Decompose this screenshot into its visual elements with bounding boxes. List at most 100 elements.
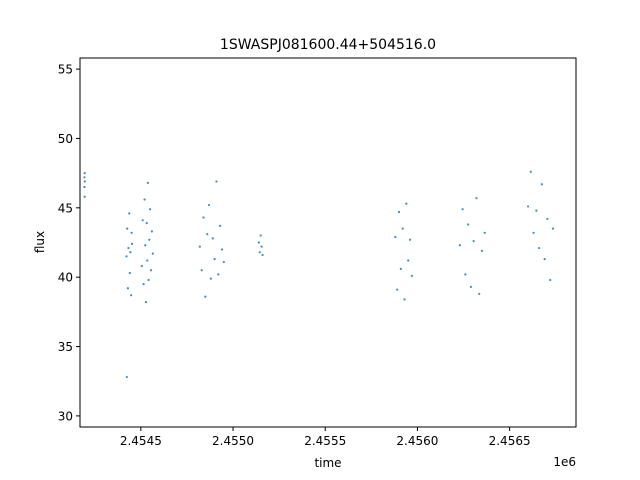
data-point — [128, 271, 131, 275]
data-point — [140, 264, 143, 268]
data-point — [83, 185, 86, 189]
y-tick-label: 30 — [58, 409, 73, 423]
data-point — [546, 217, 549, 221]
data-point — [397, 210, 401, 214]
data-point — [125, 255, 128, 258]
data-point — [211, 237, 214, 240]
y-tick-label: 55 — [58, 63, 73, 77]
data-point — [529, 170, 532, 173]
data-point — [396, 288, 399, 291]
x-tick-label: 2.4545 — [120, 434, 162, 448]
data-point — [151, 252, 154, 255]
data-point — [144, 244, 147, 247]
data-point — [83, 176, 86, 179]
data-point — [215, 180, 218, 183]
data-point — [198, 245, 201, 248]
data-point — [480, 249, 484, 252]
data-point — [130, 242, 134, 245]
data-point — [129, 251, 132, 254]
data-point — [217, 273, 220, 276]
data-point — [538, 246, 541, 250]
data-point — [407, 259, 410, 262]
data-point — [220, 248, 224, 251]
data-point — [83, 180, 86, 183]
data-point — [125, 375, 128, 379]
y-axis-label: flux — [33, 231, 47, 253]
data-point — [129, 294, 133, 297]
data-point — [257, 241, 260, 244]
data-point — [209, 277, 213, 280]
data-point — [219, 224, 222, 227]
data-point — [540, 183, 543, 186]
data-point — [148, 208, 152, 211]
data-point — [403, 298, 406, 301]
data-point — [130, 231, 133, 234]
x-offset-label: 1e6 — [553, 455, 576, 469]
data-point — [150, 230, 154, 233]
data-point — [147, 278, 150, 282]
y-tick-label: 35 — [58, 340, 73, 354]
data-point — [478, 292, 481, 295]
data-point — [146, 181, 149, 184]
data-point — [143, 198, 146, 201]
data-point — [145, 221, 148, 225]
x-tick-label: 2.4550 — [212, 434, 254, 448]
x-tick-label: 2.4560 — [396, 434, 438, 448]
data-point — [200, 269, 203, 272]
data-point — [405, 202, 408, 205]
chart-title: 1SWASPJ081600.44+504516.0 — [220, 37, 436, 53]
x-axis-label: time — [314, 456, 341, 470]
data-point — [475, 197, 478, 200]
data-point — [401, 227, 404, 230]
data-point — [458, 244, 461, 247]
x-tick-label: 2.4555 — [304, 434, 346, 448]
x-tick-label: 2.4565 — [489, 434, 531, 448]
data-point — [202, 216, 205, 219]
data-point — [461, 208, 464, 211]
data-point — [204, 295, 207, 298]
data-point — [261, 253, 264, 257]
data-point — [549, 278, 552, 282]
data-points — [83, 170, 555, 379]
data-point — [207, 203, 211, 207]
y-tick-label: 45 — [58, 201, 73, 215]
data-point — [532, 231, 535, 234]
data-point — [483, 231, 486, 234]
data-point — [222, 260, 225, 264]
x-axis: 2.4545 2.4550 2.4555 2.4560 2.4565 — [120, 427, 531, 448]
data-point — [83, 172, 86, 175]
plot-frame — [79, 57, 577, 428]
data-point — [543, 258, 546, 261]
data-point — [467, 223, 470, 226]
data-point — [141, 219, 144, 222]
data-point — [146, 259, 149, 262]
data-point — [469, 285, 472, 288]
data-point — [551, 227, 555, 230]
data-point — [206, 233, 209, 236]
data-point — [259, 234, 262, 237]
y-tick-label: 40 — [58, 271, 73, 285]
data-point — [127, 246, 130, 250]
data-point — [394, 235, 397, 239]
data-point — [148, 238, 151, 241]
y-tick-label: 50 — [58, 132, 73, 146]
data-point — [128, 212, 131, 215]
y-axis: 30 35 40 45 50 55 — [58, 63, 80, 423]
data-point — [410, 274, 413, 277]
data-point — [213, 258, 216, 261]
data-point — [126, 287, 130, 290]
data-point — [526, 205, 530, 208]
data-point — [83, 195, 86, 198]
data-point — [258, 251, 261, 254]
data-point — [260, 245, 263, 248]
data-point — [126, 227, 129, 230]
data-point — [144, 301, 148, 304]
data-point — [464, 273, 467, 276]
data-point — [535, 209, 538, 212]
data-point — [472, 240, 475, 243]
data-point — [408, 238, 412, 241]
data-point — [149, 269, 153, 272]
data-point — [399, 267, 402, 270]
